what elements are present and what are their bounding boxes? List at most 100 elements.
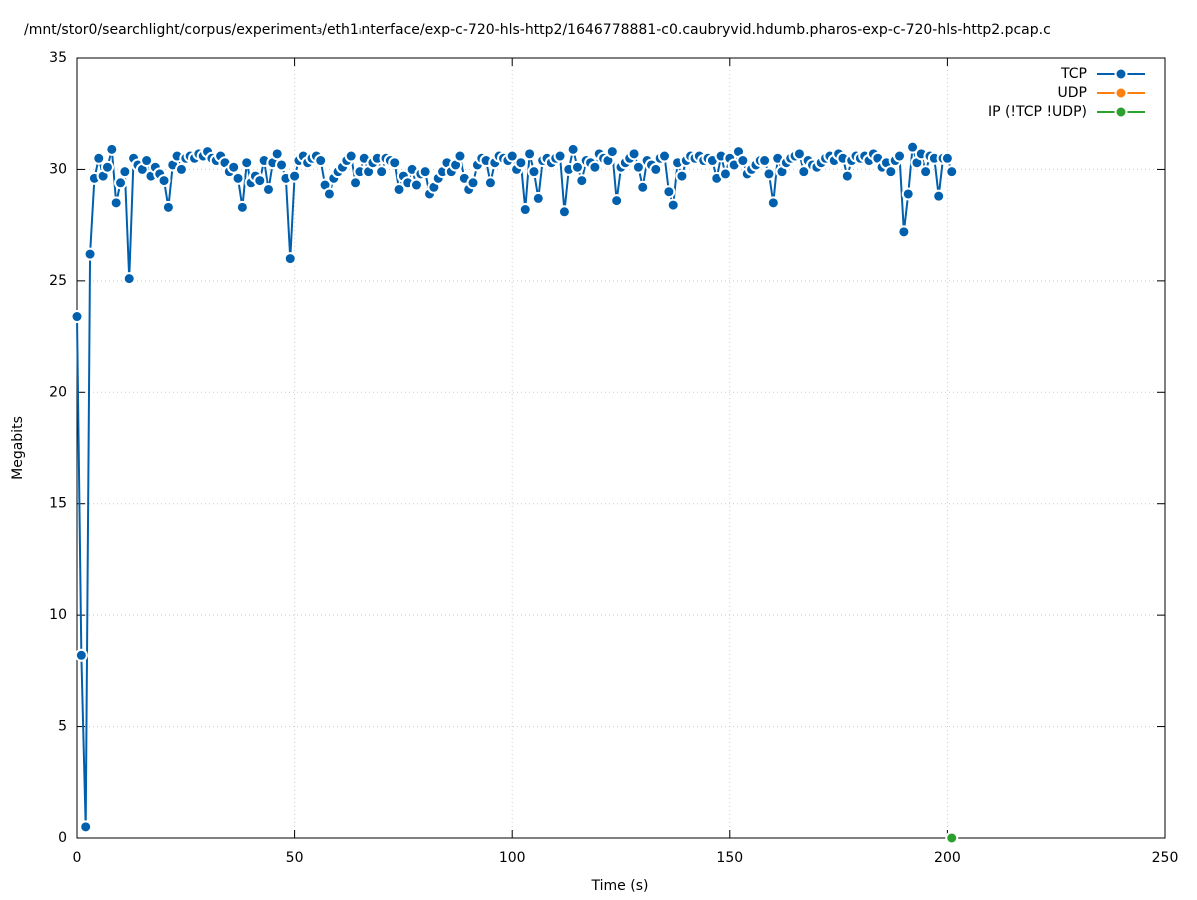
x-tick-label: 200	[934, 850, 961, 866]
legend-label: IP (!TCP !UDP)	[988, 104, 1087, 120]
data-point	[940, 151, 954, 165]
legend-swatch	[1114, 86, 1128, 100]
legend-label: TCP	[1060, 66, 1087, 82]
legend-label: UDP	[1058, 85, 1087, 101]
data-point	[945, 831, 959, 845]
data-point	[666, 198, 680, 212]
data-point	[566, 142, 580, 156]
data-point	[840, 169, 854, 183]
data-point	[662, 185, 676, 199]
data-point	[658, 149, 672, 163]
legend-swatch	[1114, 67, 1128, 81]
data-point	[235, 200, 249, 214]
data-point	[140, 154, 154, 168]
data-point	[79, 820, 93, 834]
data-point	[288, 169, 302, 183]
data-point	[575, 174, 589, 188]
data-point	[906, 140, 920, 154]
y-tick-label: 5	[58, 719, 67, 735]
data-point	[122, 272, 136, 286]
data-point	[518, 203, 532, 217]
data-point	[74, 648, 88, 662]
y-tick-label: 30	[49, 161, 67, 177]
data-point	[92, 151, 106, 165]
data-point	[736, 154, 750, 168]
data-point	[631, 160, 645, 174]
plot-frame	[76, 57, 1166, 839]
data-point	[557, 205, 571, 219]
data-point	[109, 196, 123, 210]
data-point	[792, 147, 806, 161]
data-point	[531, 191, 545, 205]
data-point	[409, 178, 423, 192]
data-point	[588, 160, 602, 174]
data-point	[174, 162, 188, 176]
data-point	[897, 225, 911, 239]
y-tick-label: 25	[49, 273, 67, 289]
data-point	[514, 156, 528, 170]
series-line	[76, 146, 953, 827]
data-point	[523, 147, 537, 161]
y-tick-label: 20	[49, 384, 67, 400]
data-point	[322, 187, 336, 201]
data-point	[932, 189, 946, 203]
data-point	[610, 194, 624, 208]
data-point	[636, 180, 650, 194]
data-point	[253, 174, 267, 188]
data-point	[483, 176, 497, 190]
data-point	[114, 176, 128, 190]
data-point	[375, 165, 389, 179]
y-tick-label: 10	[49, 607, 67, 623]
x-tick-label: 150	[716, 850, 743, 866]
x-tick-label: 100	[499, 850, 526, 866]
data-point	[70, 310, 84, 324]
data-point	[919, 165, 933, 179]
data-point	[105, 142, 119, 156]
data-point	[453, 149, 467, 163]
data-point	[388, 156, 402, 170]
data-point	[505, 149, 519, 163]
data-point	[718, 167, 732, 181]
data-point	[945, 165, 959, 179]
x-axis-label: Time (s)	[591, 878, 649, 894]
data-point	[627, 147, 641, 161]
data-point	[649, 162, 663, 176]
data-point	[762, 167, 776, 181]
data-point	[157, 174, 171, 188]
data-point	[675, 169, 689, 183]
y-tick-label: 15	[49, 496, 67, 512]
data-point	[270, 147, 284, 161]
y-tick-label: 35	[49, 50, 67, 66]
data-point	[884, 165, 898, 179]
data-point	[161, 200, 175, 214]
x-tick-label: 0	[73, 850, 82, 866]
data-point	[527, 165, 541, 179]
data-point	[344, 149, 358, 163]
data-point	[901, 187, 915, 201]
x-tick-label: 50	[286, 850, 304, 866]
data-point	[758, 154, 772, 168]
data-point	[466, 176, 480, 190]
data-point	[261, 182, 275, 196]
data-point	[83, 247, 97, 261]
data-point	[570, 160, 584, 174]
data-point	[240, 156, 254, 170]
data-point	[227, 160, 241, 174]
data-point	[766, 196, 780, 210]
data-point	[392, 182, 406, 196]
x-tick-label: 250	[1152, 850, 1179, 866]
data-point	[231, 171, 245, 185]
data-point	[418, 165, 432, 179]
data-point	[797, 165, 811, 179]
data-point	[893, 149, 907, 163]
legend-swatch	[1114, 105, 1128, 119]
data-point	[605, 145, 619, 159]
data-point	[100, 160, 114, 174]
y-tick-label: 0	[58, 830, 67, 846]
chart-title: /mnt/stor0/searchlight/corpus/experiment…	[24, 22, 1051, 38]
data-point	[283, 252, 297, 266]
data-point	[349, 176, 363, 190]
data-point	[118, 165, 132, 179]
data-point	[275, 158, 289, 172]
